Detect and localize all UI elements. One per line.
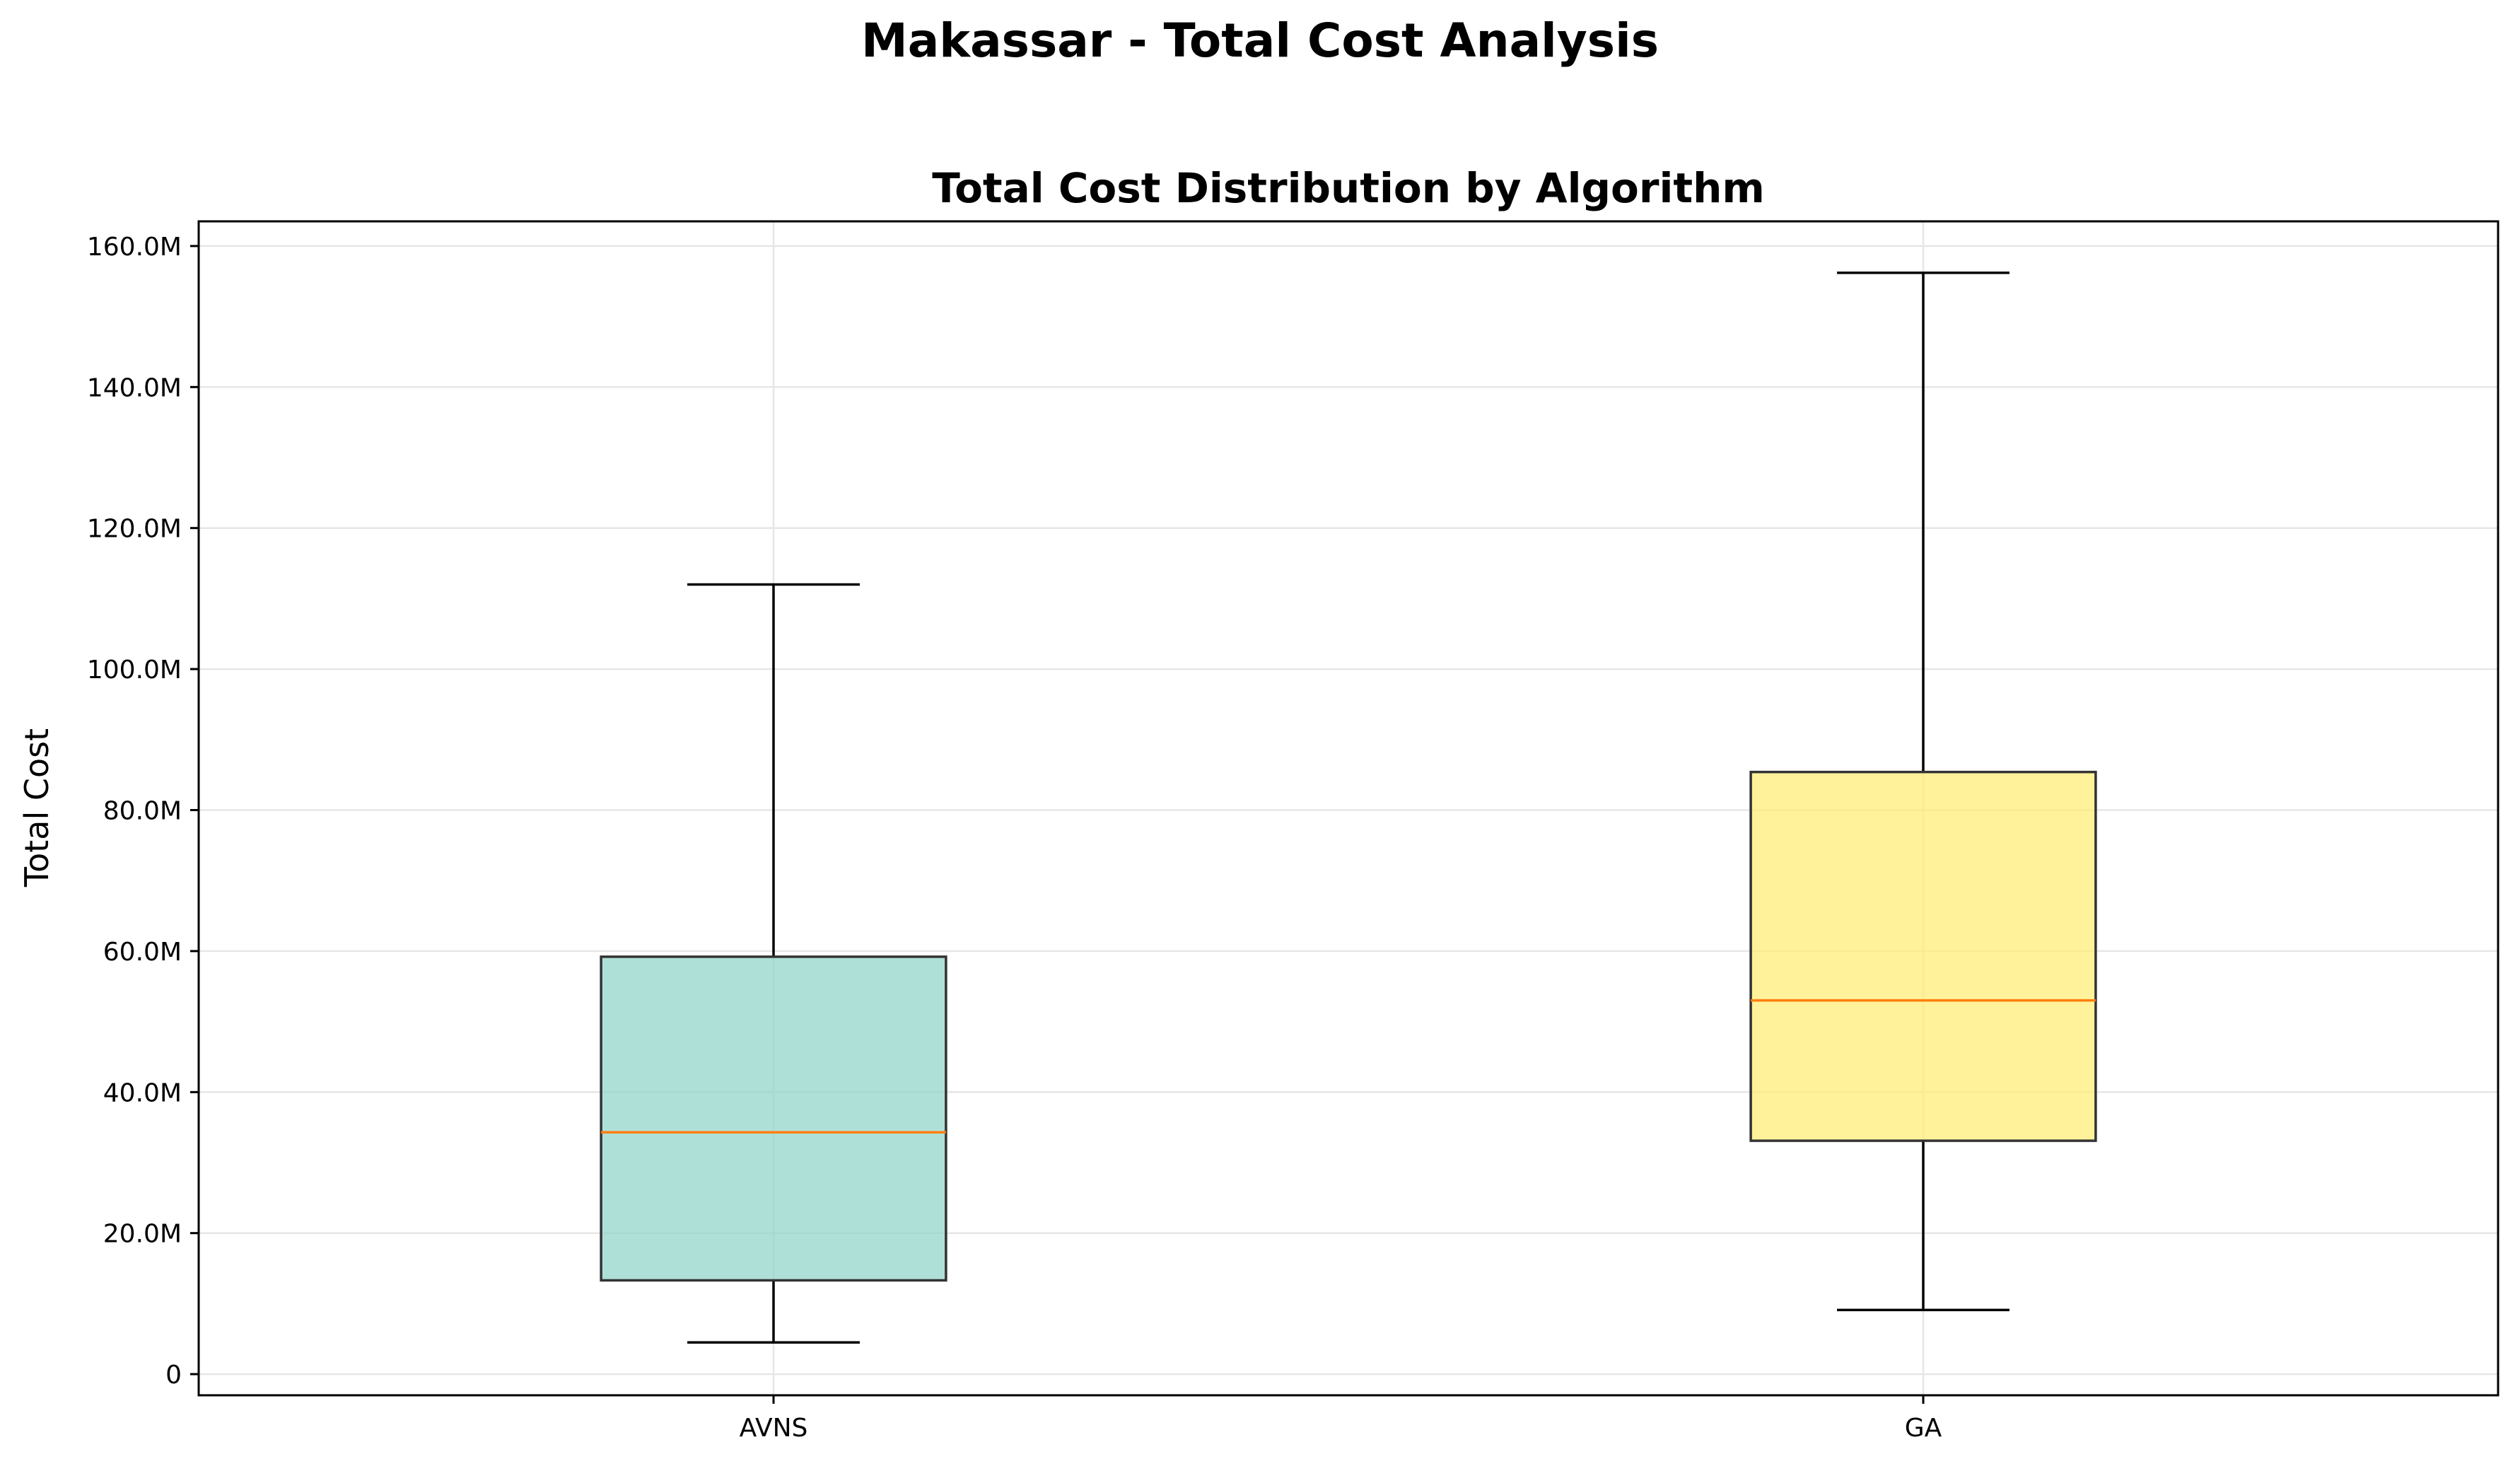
y-tick-label: 20.0M [103, 1220, 182, 1249]
x-tick-label-avns: AVNS [740, 1414, 808, 1443]
y-tick-label: 120.0M [87, 515, 182, 544]
y-tick-label: 160.0M [87, 233, 182, 262]
y-tick-label: 80.0M [103, 796, 182, 825]
y-tick-label: 0 [165, 1361, 182, 1390]
y-tick-label: 100.0M [87, 656, 182, 685]
y-axis-ticks: 0 20.0M 40.0M 60.0M 80.0M 100.0M 120.0M 140.0M 1… [87, 233, 199, 1390]
chart-title: Total Cost Distribution by Algorithm [932, 164, 1765, 212]
plot-area-frame [197, 220, 2499, 1397]
y-tick-label: 60.0M [103, 938, 182, 967]
y-tick-label: 40.0M [103, 1078, 182, 1107]
figure-suptitle: Makassar - Total Cost Analysis [861, 13, 1659, 68]
x-axis-ticks: AVNS GA [740, 1395, 1942, 1443]
x-tick-label-ga: GA [1905, 1414, 1942, 1443]
box-avns [600, 583, 947, 1344]
iqr-box-ga [1749, 770, 2097, 1142]
y-tick-label: 140.0M [87, 373, 182, 402]
iqr-box-avns [600, 955, 947, 1282]
box-ga [1749, 272, 2097, 1312]
box-plot-marks [600, 272, 2097, 1344]
y-axis-label: Total Cost [18, 728, 56, 888]
